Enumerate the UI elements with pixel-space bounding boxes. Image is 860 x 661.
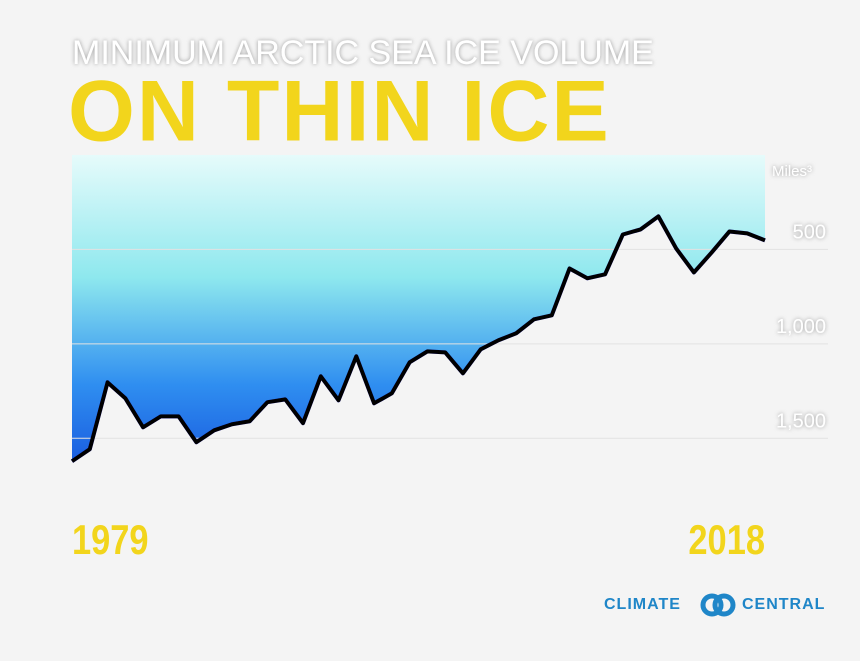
logo: CLIMATE CENTRAL <box>604 593 825 617</box>
y-tick-label: 500 <box>793 222 826 244</box>
subtitle: MINIMUM ARCTIC SEA ICE VOLUME <box>72 34 654 72</box>
logo-ring <box>700 593 724 617</box>
ice-area <box>72 155 765 462</box>
logo-ring <box>712 593 736 617</box>
title: ON THIN ICE <box>68 64 611 160</box>
logo-text: CLIMATE <box>604 596 681 613</box>
logo-text: CENTRAL <box>742 596 825 613</box>
y-tick-label: 1,000 <box>776 316 826 338</box>
y-axis-unit: Miles³ <box>772 163 812 180</box>
line <box>70 214 766 463</box>
y-tick-label: 1,500 <box>776 411 826 433</box>
x-tick-label: 2018 <box>688 517 765 564</box>
x-tick-label: 1979 <box>72 517 149 564</box>
